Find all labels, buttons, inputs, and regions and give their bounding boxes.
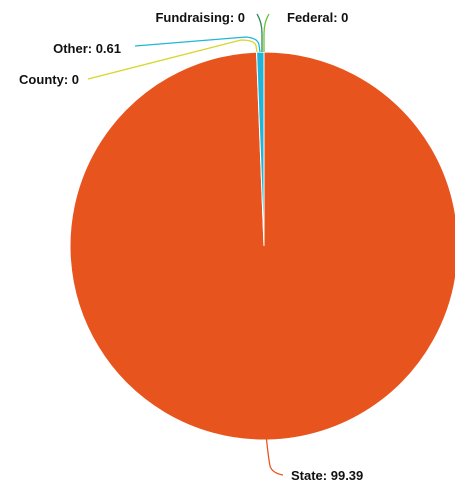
slice-label-county: County: 0 bbox=[19, 72, 79, 87]
pie-slice-state[interactable] bbox=[69, 51, 455, 441]
slice-label-fundraising: Fundraising: 0 bbox=[155, 10, 245, 25]
leader-line-county bbox=[87, 39, 258, 80]
leader-line-other bbox=[134, 36, 261, 53]
leader-line-fundraising bbox=[256, 13, 263, 52]
leader-line-state bbox=[265, 433, 284, 476]
slice-label-state: State: 99.39 bbox=[291, 468, 363, 483]
leader-line-federal bbox=[263, 13, 270, 52]
slice-label-federal: Federal: 0 bbox=[287, 10, 348, 25]
slice-label-other: Other: 0.61 bbox=[53, 41, 121, 56]
